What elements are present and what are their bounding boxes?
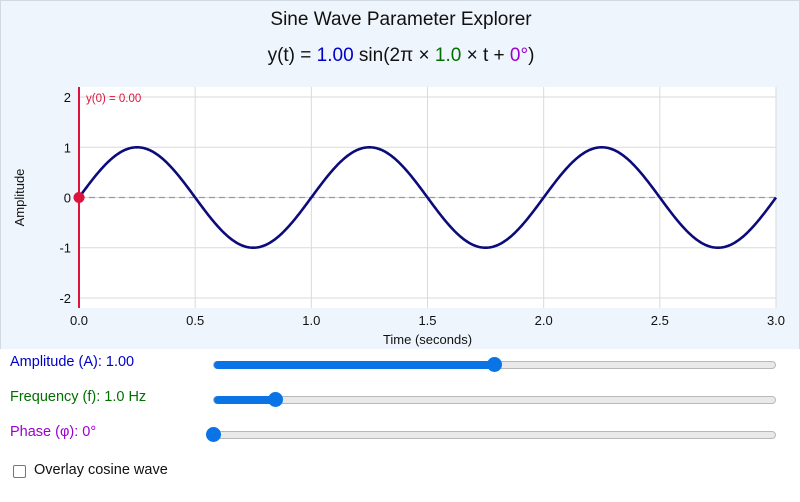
x-tick-label: 1.0 (302, 313, 320, 328)
phase-slider[interactable] (206, 427, 776, 442)
formula-mid1: sin(2π × (353, 45, 435, 66)
y-tick-label: 2 (64, 90, 71, 105)
amplitude-control: Amplitude (A): 1.00 (0, 349, 800, 379)
frequency-slider-fill (214, 396, 277, 404)
overlay-control: Overlay cosine wave (0, 461, 800, 485)
x-tick-label: 2.5 (651, 313, 669, 328)
frequency-control: Frequency (f): 1.0 Hz (0, 384, 800, 414)
chart-title: Sine Wave Parameter Explorer (270, 9, 532, 30)
phase-control: Phase (φ): 0° (0, 419, 800, 449)
overlay-cosine-checkbox[interactable] (13, 465, 26, 478)
y-tick-label: -2 (59, 291, 71, 306)
formula: y(t) = 1.00 sin(2π × 1.0 × t + 0°) (1, 45, 800, 67)
sine-series-line (77, 145, 778, 250)
y-tick-label: 1 (64, 140, 71, 155)
controls-panel: Amplitude (A): 1.00 Frequency (f): 1.0 H… (0, 349, 800, 502)
frequency-slider-thumb[interactable] (268, 392, 284, 407)
time-marker-point (73, 192, 85, 203)
x-tick-label: 2.0 (535, 313, 553, 328)
y-axis-label: Amplitude (12, 169, 27, 227)
x-tick-label: 0.0 (70, 313, 88, 328)
time-marker-label: y(0) = 0.00 (86, 93, 141, 105)
phase-slider-thumb[interactable] (206, 427, 221, 442)
phase-label: Phase (φ): 0° (10, 424, 97, 440)
amplitude-slider[interactable] (213, 357, 776, 372)
y-tick-label: -1 (59, 241, 71, 256)
overlay-cosine-label[interactable]: Overlay cosine wave (34, 462, 168, 478)
x-tick-label: 0.5 (186, 313, 204, 328)
formula-mid2: × t + (461, 45, 510, 66)
y-tick-label: 0 (64, 191, 71, 206)
formula-prefix: y(t) = (267, 45, 317, 66)
x-tick-label: 1.5 (418, 313, 436, 328)
amplitude-slider-thumb[interactable] (486, 357, 502, 372)
x-axis-label: Time (seconds) (383, 332, 472, 347)
frequency-slider[interactable] (213, 392, 776, 407)
formula-phase: 0° (509, 45, 529, 66)
amplitude-slider-fill (214, 361, 495, 369)
formula-amplitude: 1.00 (316, 45, 354, 66)
formula-frequency: 1.0 (434, 45, 462, 66)
sine-chart: 0.0 0.5 1.0 1.5 2.0 2.5 3.0 2 1 0 -1 -2 Time (second… (12, 87, 785, 347)
formula-suffix: ) (528, 45, 535, 66)
amplitude-label: Amplitude (A): 1.00 (10, 354, 135, 370)
plot-panel: Sine Wave Parameter Explorer y(t) = 1.00… (0, 0, 800, 350)
frequency-label: Frequency (f): 1.0 Hz (10, 389, 147, 405)
x-tick-label: 3.0 (767, 313, 785, 328)
